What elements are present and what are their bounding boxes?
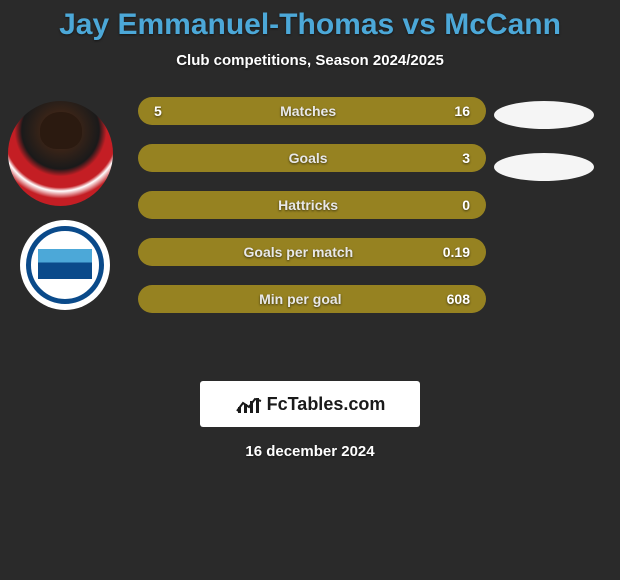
stat-bar-goals: Goals 3 <box>138 144 486 172</box>
stat-bar-hattricks: Hattricks 0 <box>138 191 486 219</box>
stat-label: Min per goal <box>154 291 447 307</box>
stat-bar-gpm: Goals per match 0.19 <box>138 238 486 266</box>
stat-right: 3 <box>462 150 470 166</box>
stat-label: Matches <box>162 103 455 119</box>
date-label: 16 december 2024 <box>0 443 620 460</box>
page-title: Jay Emmanuel-Thomas vs McCann <box>0 8 620 42</box>
player2-placeholder-2 <box>494 153 594 181</box>
stat-bar-matches: 5 Matches 16 <box>138 97 486 125</box>
stat-right: 0 <box>462 197 470 213</box>
player-photo <box>8 101 113 206</box>
logo-text: FcTables.com <box>267 394 386 415</box>
comparison-area: 5 Matches 16 Goals 3 Hattricks 0 Goals p… <box>0 97 620 357</box>
stat-right: 608 <box>447 291 470 307</box>
stat-right: 0.19 <box>443 244 470 260</box>
left-column <box>8 101 128 310</box>
stat-bar-mpg: Min per goal 608 <box>138 285 486 313</box>
stat-label: Goals per match <box>154 244 443 260</box>
stat-left: 5 <box>154 103 162 119</box>
source-logo: FcTables.com <box>200 381 420 427</box>
player2-placeholder-1 <box>494 101 594 129</box>
stat-label: Goals <box>154 150 462 166</box>
stat-label: Hattricks <box>154 197 462 213</box>
club-badge <box>20 220 110 310</box>
chart-icon <box>235 393 263 415</box>
right-column <box>494 101 594 205</box>
page-subtitle: Club competitions, Season 2024/2025 <box>0 52 620 69</box>
stat-bars: 5 Matches 16 Goals 3 Hattricks 0 Goals p… <box>138 97 486 332</box>
stat-right: 16 <box>454 103 470 119</box>
